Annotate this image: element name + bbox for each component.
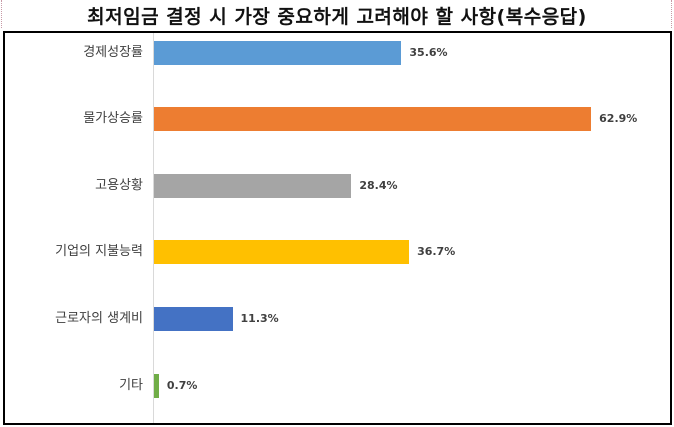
- bar: [154, 174, 352, 198]
- value-label: 0.7%: [166, 379, 198, 392]
- chart-frame: 경제성장률 35.6% 물가상승률 62.9% 고용상황 28.4% 기업의 지불능력 36.…: [3, 31, 672, 425]
- category-label: 기업의 지불능력: [55, 244, 143, 259]
- bar-row: 기타 0.7%: [5, 374, 670, 398]
- category-label: 고용상황: [95, 178, 143, 193]
- bar: [154, 374, 159, 398]
- category-axis-line: [153, 33, 154, 423]
- value-label: 11.3%: [240, 312, 279, 325]
- bar-row: 물가상승률 62.9%: [5, 107, 670, 131]
- category-label: 물가상승률: [83, 111, 143, 126]
- value-label: 36.7%: [417, 245, 456, 258]
- category-label: 근로자의 생계비: [55, 311, 143, 326]
- bar-row: 기업의 지불능력 36.7%: [5, 240, 670, 264]
- bar: [154, 240, 410, 264]
- value-label: 35.6%: [409, 46, 448, 59]
- chart-title: 최저임금 결정 시 가장 중요하게 고려해야 할 사항(복수응답): [87, 6, 587, 28]
- value-label: 62.9%: [599, 112, 638, 125]
- right-dotted-edge: [671, 0, 672, 28]
- bar: [154, 307, 233, 331]
- bar-row: 고용상황 28.4%: [5, 174, 670, 198]
- category-label: 경제성장률: [83, 45, 143, 60]
- category-label: 기타: [119, 378, 143, 393]
- value-label: 28.4%: [359, 179, 398, 192]
- bar: [154, 107, 592, 131]
- bar-row: 근로자의 생계비 11.3%: [5, 307, 670, 331]
- bar: [154, 41, 402, 65]
- left-dotted-edge: [1, 0, 2, 28]
- bar-row: 경제성장률 35.6%: [5, 41, 670, 65]
